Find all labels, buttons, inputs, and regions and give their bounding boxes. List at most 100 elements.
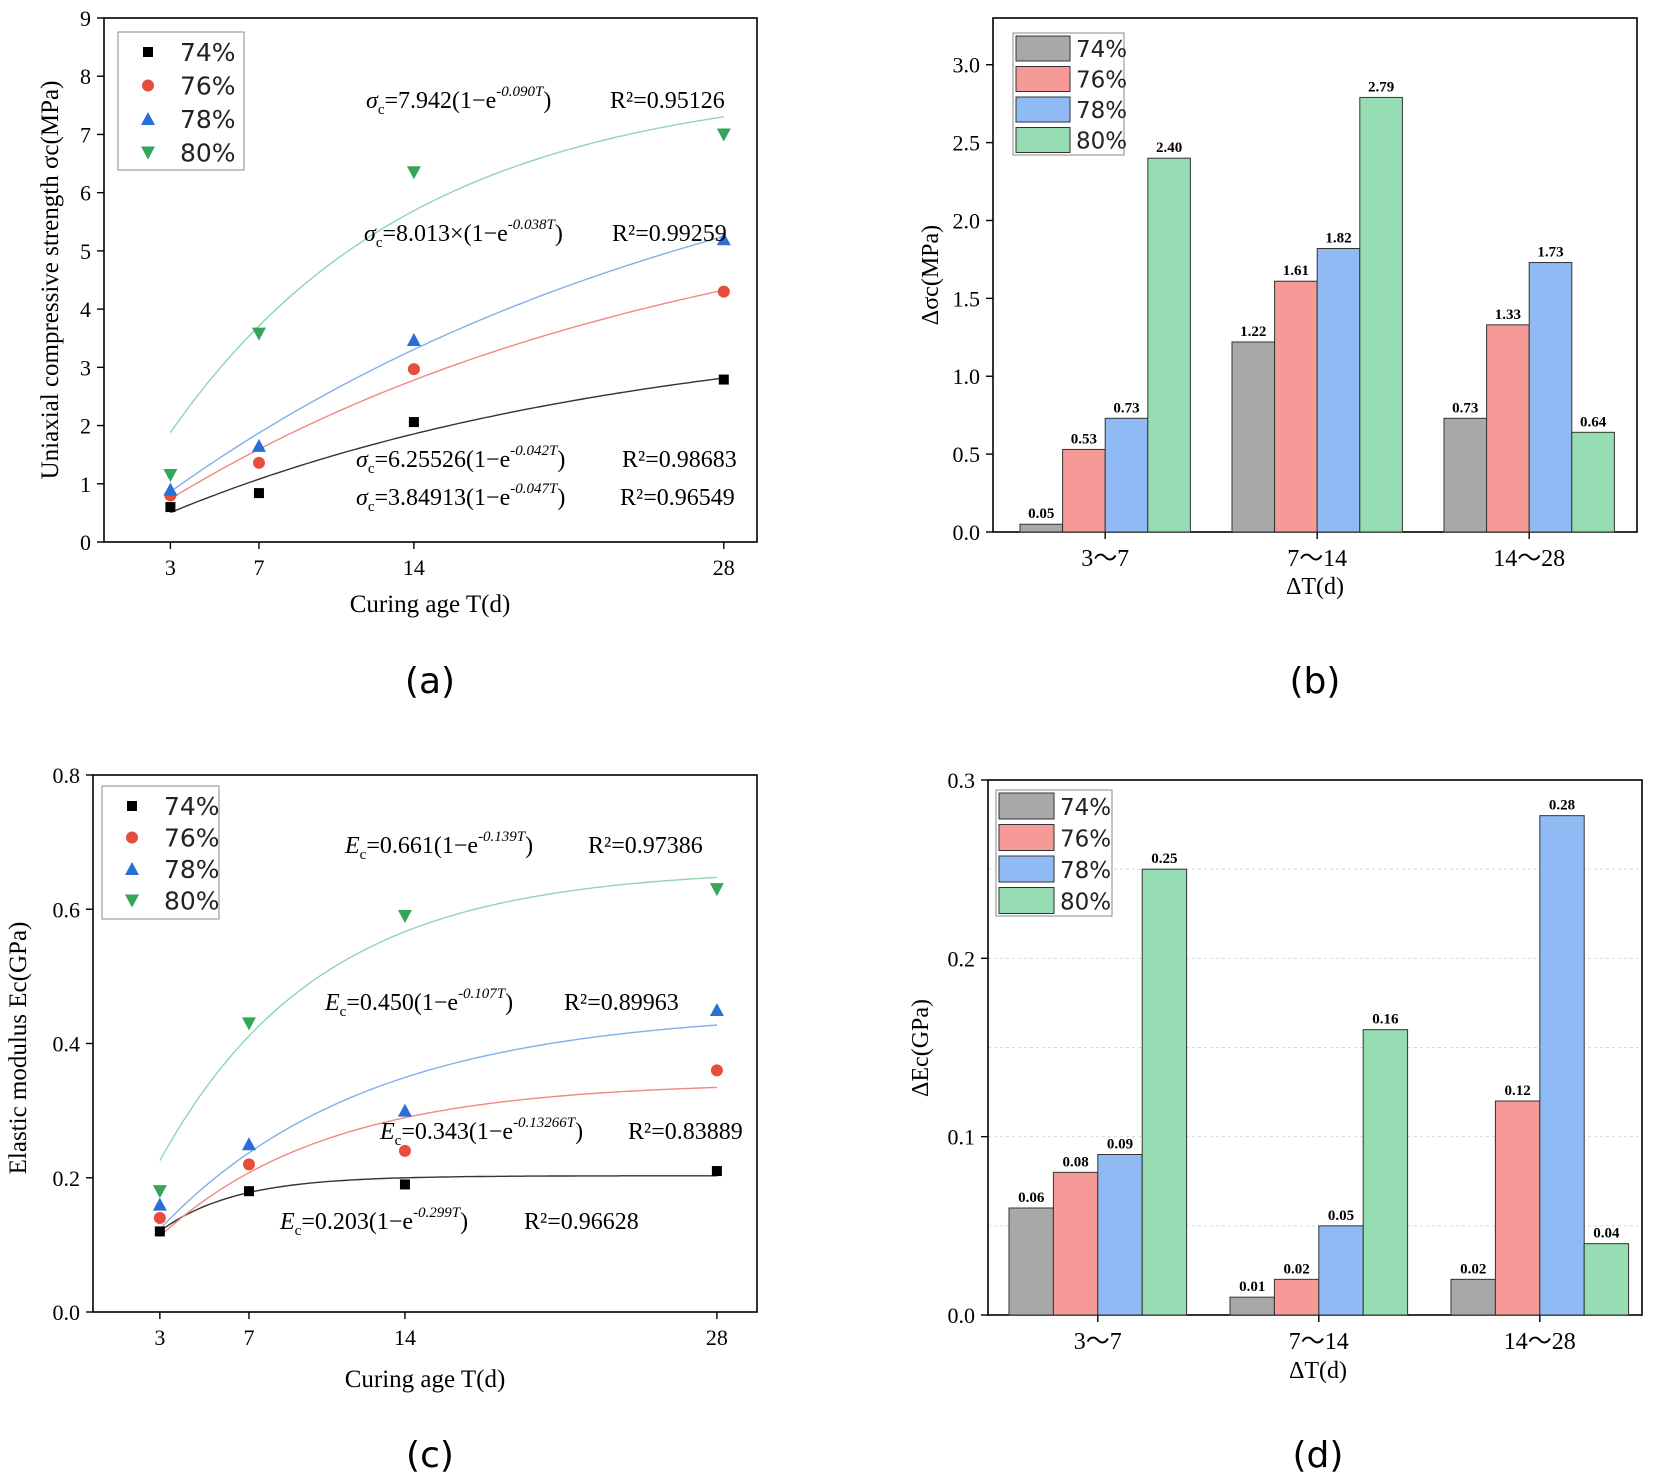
legend-marker-76pct	[142, 79, 154, 92]
y-tick-label: 0.1	[948, 1125, 976, 1150]
bar-value-label: 0.64	[1580, 414, 1607, 430]
data-point-74pct	[399, 1179, 410, 1190]
r-squared: R²=0.97386	[588, 833, 703, 859]
data-point-76pct	[252, 456, 265, 469]
data-point-74pct	[408, 417, 419, 428]
data-point-80pct	[251, 327, 266, 341]
legend-marker-80pct	[141, 146, 155, 160]
bar-74pct	[1443, 417, 1488, 533]
legend-swatch-74pct	[1015, 35, 1071, 62]
data-point-78pct	[397, 1103, 412, 1117]
legend-label: 78%	[1060, 858, 1111, 884]
bar-74pct	[1231, 341, 1276, 533]
data-point-76pct	[242, 1158, 255, 1171]
bar-80pct	[1362, 1029, 1409, 1316]
legend-marker-74pct	[127, 801, 137, 811]
y-tick-label: 0.5	[953, 442, 981, 467]
y-tick-label: 1.5	[953, 286, 981, 311]
fit-equation: Ec=0.450(1−e-0.107T)	[324, 986, 513, 1020]
data-point-80pct	[709, 883, 724, 897]
y-tick-label: 7	[80, 122, 91, 147]
data-point-76pct	[407, 363, 420, 376]
data-point-78pct	[406, 332, 421, 346]
legend-label: 74%	[1076, 37, 1127, 63]
bar-74pct	[1450, 1278, 1496, 1316]
x-tick-label: 14	[403, 555, 425, 580]
y-tick-label: 8	[80, 64, 91, 89]
bar-value-label: 0.12	[1504, 1083, 1530, 1099]
legend-label: 76%	[164, 824, 220, 853]
data-point-74pct	[154, 1226, 165, 1237]
bar-80pct	[1141, 868, 1188, 1316]
legend-box	[101, 785, 220, 920]
legend-label: 78%	[164, 855, 220, 884]
legend-label: 80%	[1060, 890, 1111, 916]
x-tick-label: 28	[706, 1325, 728, 1350]
bar-value-label: 1.73	[1537, 245, 1563, 261]
bar-value-label: 0.09	[1107, 1137, 1133, 1153]
data-point-80pct	[716, 128, 731, 142]
bar-value-label: 0.28	[1549, 798, 1575, 814]
category-label: 14～28	[1493, 546, 1565, 572]
data-point-74pct	[253, 488, 264, 499]
plot-frame	[103, 17, 758, 543]
legend-swatch-78pct	[998, 855, 1055, 883]
y-axis-label: Elastic modulus Ec(GPa)	[5, 922, 32, 1175]
panel-label: (c)	[406, 1435, 454, 1475]
data-point-80pct	[241, 1017, 256, 1031]
data-point-80pct	[406, 166, 421, 180]
chart-a: 0 1 2 3 4 5 6 7 8 9 3 7 14 28 74% 76% 78% 80% σc=7.942(1−e…	[37, 6, 758, 702]
bar-76pct	[1274, 280, 1318, 533]
fit-equation: Ec=0.343(1−e-0.13266T)	[379, 1115, 583, 1149]
x-tick-label: 7	[253, 555, 264, 580]
panel-label: (b)	[1290, 661, 1341, 702]
x-tick-label: 3	[165, 555, 176, 580]
fit-equation: σc=7.942(1−e-0.090T)	[366, 84, 551, 118]
bar-value-label: 1.82	[1325, 231, 1351, 247]
data-point-78pct	[241, 1137, 256, 1151]
bar-76pct	[1062, 448, 1106, 533]
bar-78pct	[1528, 262, 1573, 533]
data-point-74pct	[711, 1166, 722, 1177]
bar-74pct	[1229, 1296, 1275, 1316]
bar-76pct	[1486, 324, 1530, 533]
legend-label: 78%	[1076, 98, 1127, 124]
bar-value-label: 0.53	[1071, 431, 1097, 447]
bar-value-label: 0.73	[1113, 400, 1139, 416]
bar-78pct	[1318, 1225, 1364, 1316]
legend-marker-78pct	[125, 862, 139, 875]
bar-74pct	[1019, 523, 1064, 533]
bar-value-label: 1.61	[1283, 263, 1309, 279]
y-tick-label: 2.0	[953, 208, 981, 233]
legend-marker-74pct	[143, 47, 153, 57]
r-squared: R²=0.83889	[628, 1119, 743, 1145]
r-squared: R²=0.98683	[622, 447, 737, 473]
r-squared: R²=0.99259	[612, 221, 727, 247]
bar-80pct	[1571, 431, 1615, 533]
y-tick-label: 0.8	[53, 763, 81, 788]
y-tick-label: 6	[80, 181, 91, 206]
y-tick-label: 0.3	[948, 768, 976, 793]
y-tick-label: 3	[80, 355, 91, 380]
bar-74pct	[1008, 1207, 1054, 1316]
data-point-78pct	[152, 1197, 167, 1211]
x-axis-label: Curing age T(d)	[345, 1366, 506, 1393]
legend-marker-76pct	[126, 831, 138, 844]
bar-value-label: 1.22	[1240, 324, 1266, 340]
category-label: 7～14	[1287, 546, 1347, 572]
bar-value-label: 2.40	[1156, 140, 1182, 156]
r-squared: R²=0.89963	[564, 990, 679, 1016]
data-point-78pct	[163, 482, 178, 496]
fit-equation: σc=8.013×(1−e-0.038T)	[364, 217, 563, 251]
legend-swatch-76pct	[1015, 66, 1071, 92]
y-tick-label: 0.2	[53, 1166, 81, 1191]
legend-label: 78%	[180, 105, 236, 134]
panel-label: (d)	[1293, 1435, 1344, 1475]
r-squared: R²=0.96628	[524, 1209, 639, 1235]
bar-80pct	[1147, 157, 1191, 533]
bar-78pct	[1104, 417, 1149, 533]
legend-marker-80pct	[125, 894, 139, 908]
y-tick-label: 9	[80, 6, 91, 31]
y-tick-label: 1.0	[953, 364, 981, 389]
fit-equation: σc=3.84913(1−e-0.047T)	[356, 481, 565, 515]
